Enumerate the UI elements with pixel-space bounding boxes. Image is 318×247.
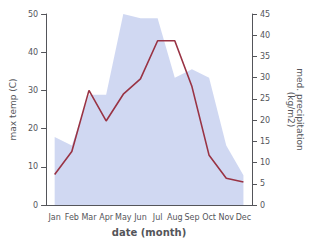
svg-text:Jul: Jul bbox=[152, 213, 163, 222]
svg-text:Nov: Nov bbox=[218, 213, 234, 222]
svg-text:Sep: Sep bbox=[184, 213, 199, 222]
svg-text:Feb: Feb bbox=[65, 213, 79, 222]
svg-text:Jun: Jun bbox=[133, 213, 147, 222]
svg-text:40: 40 bbox=[28, 48, 38, 57]
svg-text:Mar: Mar bbox=[81, 213, 97, 222]
svg-text:0: 0 bbox=[33, 201, 38, 210]
svg-text:10: 10 bbox=[260, 158, 270, 167]
svg-text:50: 50 bbox=[28, 10, 38, 19]
svg-text:0: 0 bbox=[260, 201, 265, 210]
svg-text:45: 45 bbox=[260, 10, 270, 19]
svg-text:10: 10 bbox=[28, 162, 38, 171]
svg-text:40: 40 bbox=[260, 31, 270, 40]
svg-text:med. precipitation: med. precipitation bbox=[294, 68, 305, 151]
svg-text:(kg/m2): (kg/m2) bbox=[286, 92, 296, 127]
svg-text:30: 30 bbox=[260, 73, 270, 82]
svg-text:35: 35 bbox=[260, 52, 270, 61]
svg-text:Jan: Jan bbox=[47, 213, 60, 222]
svg-text:15: 15 bbox=[260, 137, 270, 146]
svg-text:Apr: Apr bbox=[99, 213, 114, 222]
svg-text:May: May bbox=[115, 213, 132, 222]
svg-text:20: 20 bbox=[28, 124, 38, 133]
svg-text:Dec: Dec bbox=[236, 213, 251, 222]
svg-text:5: 5 bbox=[260, 179, 265, 188]
svg-text:20: 20 bbox=[260, 116, 270, 125]
svg-text:25: 25 bbox=[260, 94, 270, 103]
svg-text:Oct: Oct bbox=[202, 213, 216, 222]
svg-text:30: 30 bbox=[28, 86, 38, 95]
svg-text:Aug: Aug bbox=[167, 213, 183, 222]
svg-text:max temp (C): max temp (C) bbox=[8, 78, 18, 140]
svg-text:date (month): date (month) bbox=[112, 227, 186, 238]
